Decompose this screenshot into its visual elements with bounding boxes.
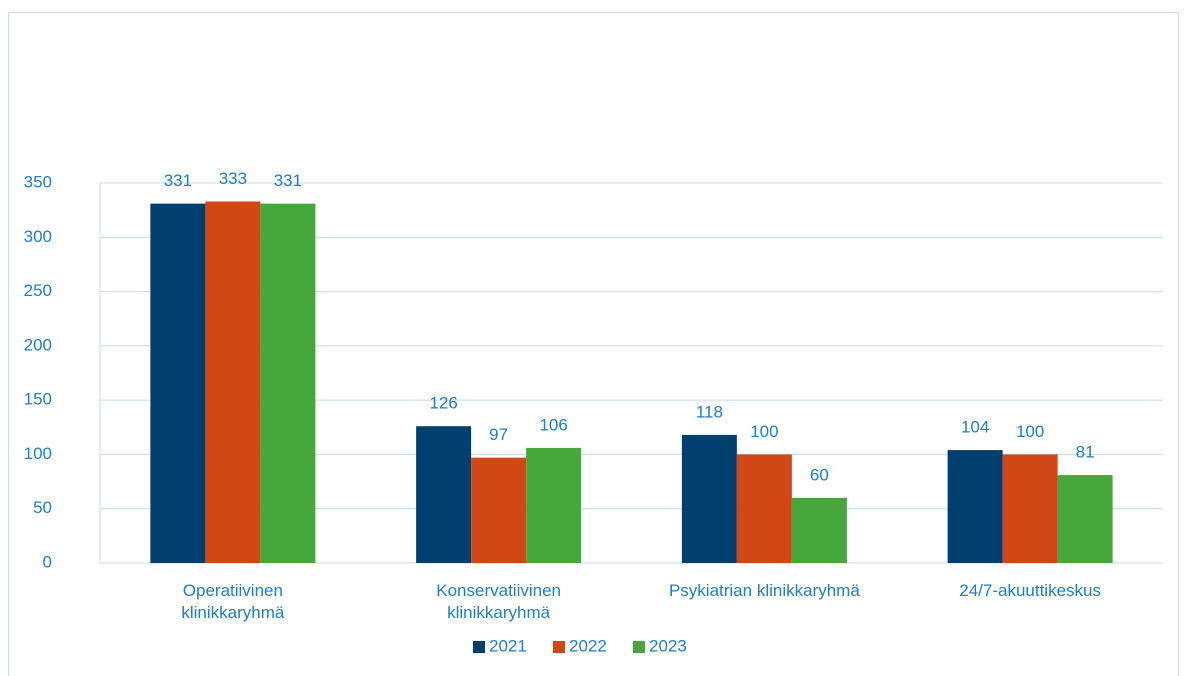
bar (205, 201, 261, 563)
chart-frame (8, 12, 1179, 676)
bar (150, 203, 206, 563)
y-tick-label: 100 (24, 444, 52, 463)
x-tick-label: 24/7-akuuttikeskus (959, 581, 1101, 600)
y-tick-label: 350 (24, 172, 52, 191)
data-label: 104 (961, 418, 989, 437)
bar (1002, 454, 1058, 563)
bar (736, 454, 792, 563)
y-tick-label: 300 (24, 227, 52, 246)
y-tick-label: 250 (24, 281, 52, 300)
data-label: 331 (274, 171, 302, 190)
y-tick-label: 200 (24, 335, 52, 354)
legend-swatch (553, 641, 565, 653)
x-tick-label: Konservatiivinen klinikkaryhmä (436, 581, 561, 622)
x-tick-label: Psykiatrian klinikkaryhmä (668, 581, 860, 600)
legend-label: 2022 (569, 636, 607, 655)
bar (416, 426, 472, 563)
bar (471, 457, 527, 563)
bar (947, 450, 1003, 563)
legend-label: 2023 (649, 636, 687, 655)
bar (681, 434, 737, 563)
data-label: 333 (219, 169, 247, 188)
bar (1057, 475, 1113, 563)
data-label: 106 (539, 415, 567, 434)
bar (260, 203, 316, 563)
legend-label: 2021 (489, 636, 527, 655)
data-label: 100 (1016, 422, 1044, 441)
data-label: 100 (750, 422, 778, 441)
x-tick-label: Operatiivinen klinikkaryhmä (181, 581, 285, 622)
y-tick-label: 50 (33, 498, 52, 517)
data-label: 97 (489, 425, 508, 444)
bar (526, 447, 582, 563)
bar (791, 497, 847, 563)
data-label: 81 (1076, 443, 1095, 462)
legend-swatch (473, 641, 485, 653)
legend-swatch (633, 641, 645, 653)
data-label: 118 (696, 402, 723, 421)
y-tick-label: 150 (24, 390, 52, 409)
data-label: 331 (164, 171, 192, 190)
y-tick-label: 0 (43, 552, 52, 571)
data-label: 60 (810, 465, 829, 484)
data-label: 126 (429, 394, 457, 413)
